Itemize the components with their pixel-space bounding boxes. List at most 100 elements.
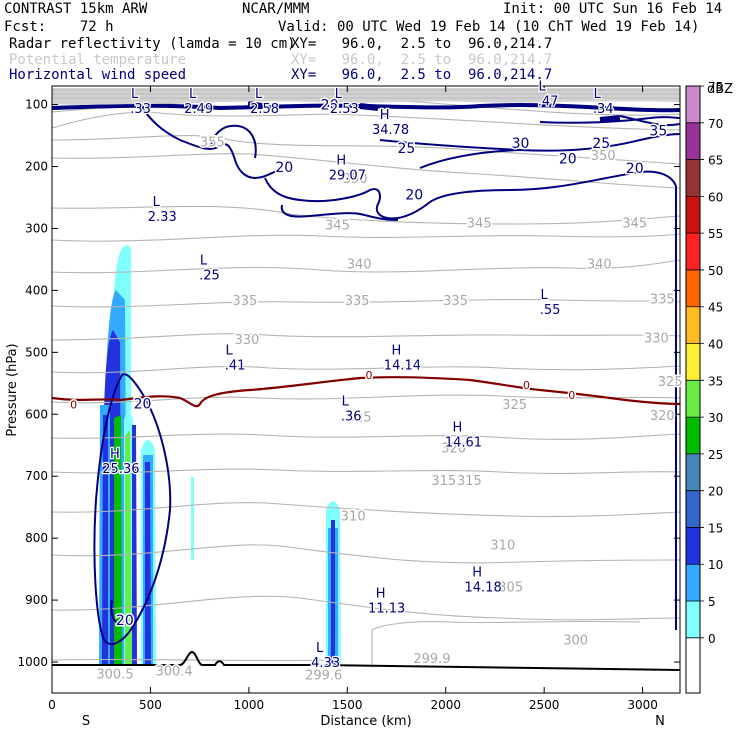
colorbar-label: 0	[708, 632, 716, 646]
theta-label: 345	[325, 218, 350, 233]
x-tick-label: 2500	[529, 698, 560, 712]
colorbar-segment	[686, 601, 700, 638]
theta-label: 320	[441, 441, 466, 456]
wind-label: 25	[397, 141, 415, 157]
colorbar-segment	[686, 269, 700, 307]
x-tick-label: 500	[139, 698, 162, 712]
theta-label: 315	[457, 474, 482, 489]
theta-label: 300.4	[155, 664, 192, 679]
colorbar-label: 70	[708, 117, 723, 131]
wind-label: 0	[523, 379, 530, 392]
y-tick-label: 900	[25, 593, 48, 607]
extrema-labels: L.33L2.49L2.58L2.53L.47L.34H34.78H29.07L…	[101, 78, 615, 672]
colorbar-segment	[686, 196, 700, 234]
wind-label: 30	[512, 136, 530, 152]
theta-label: 330	[644, 332, 669, 347]
model-title: CONTRAST 15km ARW	[4, 1, 148, 17]
colorbar-segment	[686, 490, 700, 528]
extremum-value: 2.53	[330, 102, 359, 117]
colorbar-label: 25	[708, 448, 723, 462]
theta-label: 325	[658, 375, 683, 390]
theta-label: 340	[347, 257, 372, 272]
extremum-type: L	[225, 344, 233, 359]
extremum-value: 14.61	[445, 435, 482, 450]
extremum-value: .33	[130, 102, 151, 117]
y-tick-label: 600	[25, 407, 48, 421]
colorbar-segment	[686, 453, 700, 491]
extremum-value: 14.18	[465, 580, 502, 595]
extremum-value: 14.14	[384, 359, 421, 374]
extremum-type: H	[380, 108, 390, 123]
wind-labels: 20 25 30 25 20 20 35 20 20 20 20 0 0 0 0	[69, 96, 669, 630]
colorbar-label: 35	[708, 374, 723, 388]
extremum-value: .41	[225, 359, 246, 374]
colorbar-label: 45	[708, 301, 723, 315]
theta-label: 300	[563, 633, 588, 648]
wind-label: 20	[134, 397, 152, 413]
colorbar-segment	[686, 380, 700, 418]
field-theta-xy: XY= 96.0, 2.5 to 96.0,214.7	[291, 52, 553, 68]
colorbar-label: 65	[708, 154, 723, 168]
wind-contours	[52, 97, 680, 646]
theta-label: 310	[341, 509, 366, 524]
wind-label: 20	[405, 187, 423, 203]
x-tick-label: 0	[48, 698, 56, 712]
upper-cloud-band	[52, 88, 680, 105]
field-theta-name: Potential temperature	[9, 52, 187, 68]
extremum-value: .55	[540, 303, 561, 318]
theta-label: 325	[347, 410, 372, 425]
forecast-hour: Fcst: 72 h	[4, 19, 114, 35]
extremum-type: L	[200, 254, 208, 269]
extremum-type: L	[594, 87, 602, 102]
reflectivity-field	[99, 245, 341, 665]
field-reflectivity-name: Radar reflectivity (lamda = 10 cm)	[9, 36, 296, 52]
theta-label: 340	[587, 257, 612, 272]
colorbar-segment	[686, 306, 700, 344]
extremum-value: 2.58	[250, 102, 279, 117]
x-axis: 0 500 1000 1500 2000 2500 3000	[48, 86, 658, 712]
x-tick-label: 2000	[430, 698, 461, 712]
y-axis-title: Pressure (hPa)	[5, 343, 20, 436]
extremum-type: L	[316, 641, 324, 656]
extremum-type: L	[255, 87, 263, 102]
colorbar-label: 20	[708, 485, 723, 499]
y-tick-label: 700	[25, 469, 48, 483]
theta-label: 330	[234, 333, 259, 348]
colorbar-bottom-segment	[686, 637, 700, 693]
extremum-value: 29.07	[329, 168, 366, 183]
wind-label: 35	[649, 124, 667, 140]
colorbar-segment	[686, 564, 700, 602]
colorbar-segment	[686, 527, 700, 565]
x-end-right: N	[655, 714, 665, 729]
y-tick-label: 1000	[17, 655, 48, 669]
wind-label: 0	[70, 399, 77, 412]
wind-label: 20	[116, 613, 134, 629]
theta-label: 299.6	[305, 669, 342, 684]
colorbar-label: 15	[708, 521, 723, 535]
x-tick-label: 1000	[234, 698, 265, 712]
colorbar-frame	[685, 85, 701, 694]
colorbar-segment	[686, 49, 700, 86]
field-wind-name: Horizontal wind speed	[9, 67, 187, 83]
wind-label: 20	[321, 98, 339, 114]
extremum-type: L	[189, 87, 197, 102]
refl-cell-thin	[191, 477, 194, 560]
colorbar-label: 30	[708, 411, 723, 425]
theta-label: 345	[622, 217, 647, 232]
wind-label: 20	[626, 161, 644, 177]
theta-label: 315	[431, 474, 456, 489]
colorbar-unit: dBZ	[707, 82, 733, 97]
theta-label: 355	[200, 135, 225, 150]
theta-label: 310	[490, 539, 515, 554]
colorbar-segment	[686, 417, 700, 454]
colorbar-segment	[686, 343, 700, 381]
refl-cell-blue-mid	[132, 425, 137, 665]
theta-label: 335	[650, 293, 675, 308]
wind-label: 20	[275, 160, 293, 176]
colorbar-segment	[686, 159, 700, 197]
x-tick-label: 3000	[627, 698, 658, 712]
extremum-value: 2.33	[148, 210, 177, 225]
y-tick-label: 800	[25, 531, 48, 545]
colorbar-label: 10	[708, 558, 723, 572]
